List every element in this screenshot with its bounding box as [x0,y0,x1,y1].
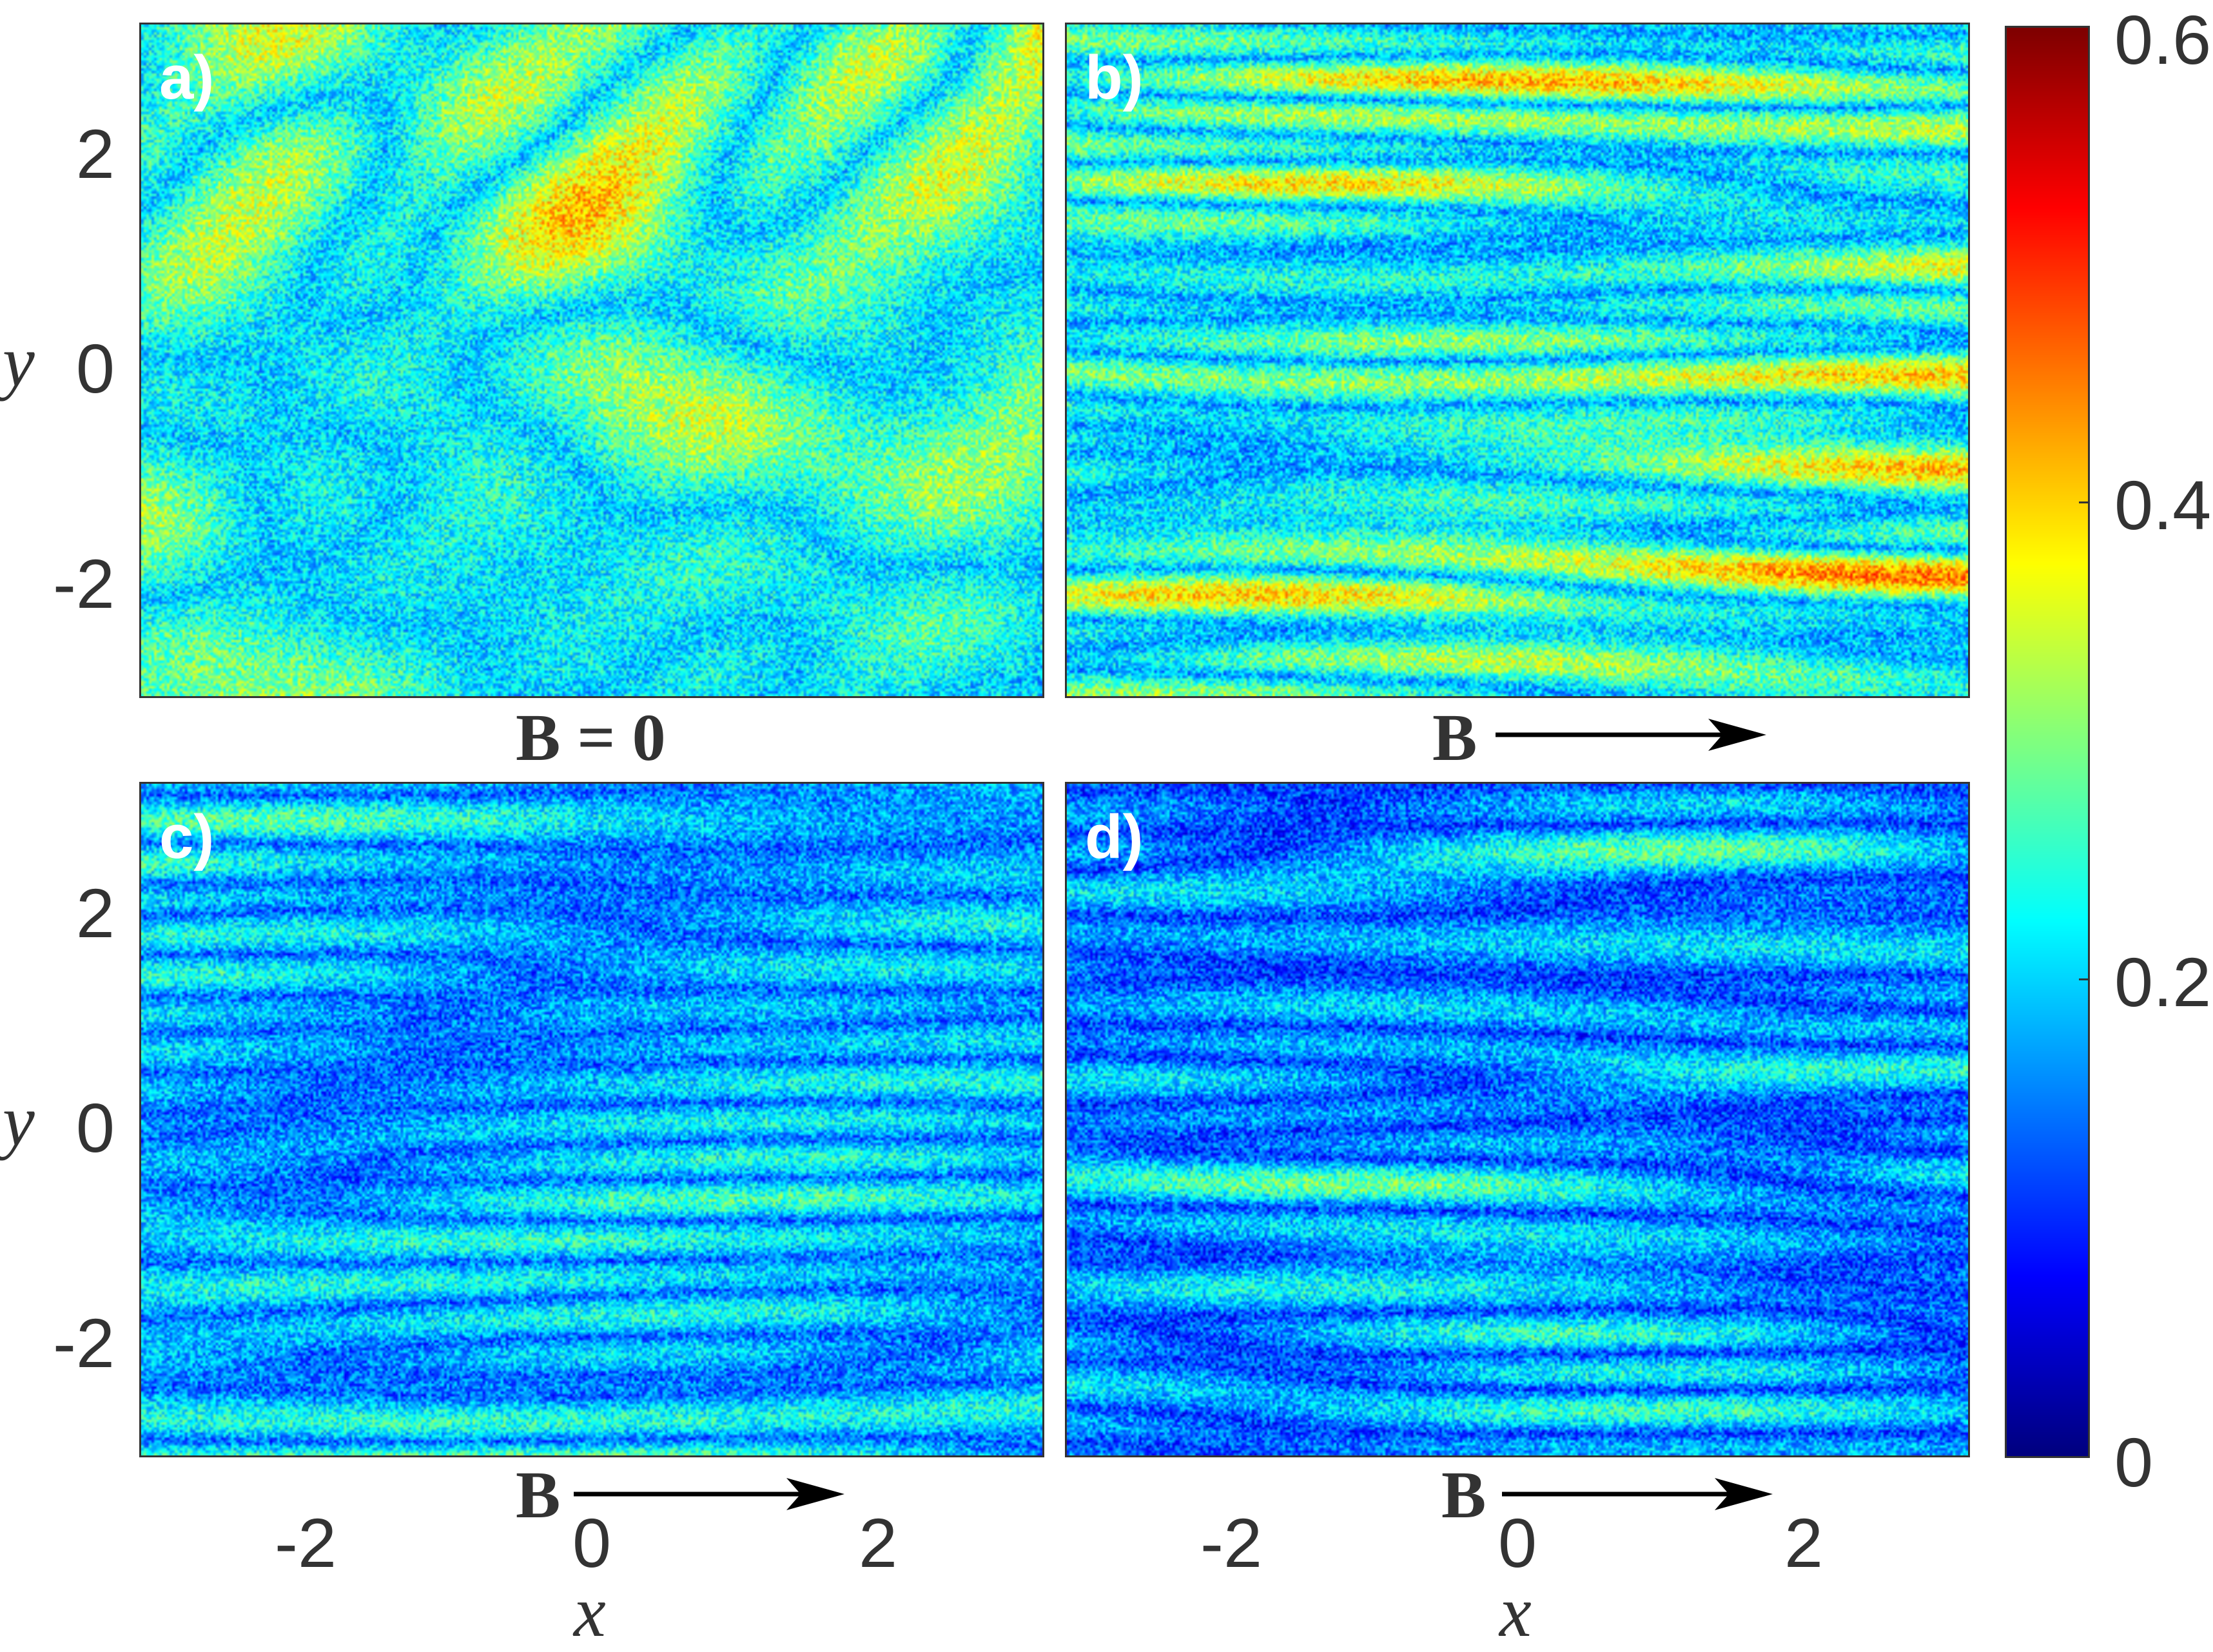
ytick-c-2: 2 [75,874,115,952]
xtick-d-m2: -2 [1200,1504,1263,1582]
field-label-d: B [1441,1458,1487,1532]
panel-label-b: b) [1085,43,1144,112]
colorbar-mark-0.4 [2079,501,2090,503]
ytick-a-m2: -2 [52,545,115,623]
field-arrow-d [1502,1478,1773,1510]
colorbar [2005,26,2090,1458]
colorbar-tick-0.2: 0.2 [2114,943,2212,1021]
xtick-c-2: 2 [858,1504,898,1582]
colorbar-mark-0.2 [2079,978,2090,980]
colorbar-tick-0.6: 0.6 [2114,1,2212,79]
heatmap-canvas-d [1067,784,1968,1455]
xtick-c-m2: -2 [274,1504,337,1582]
xlabel-c: x [574,1572,606,1652]
ytick-c-0: 0 [75,1089,115,1167]
ytick-c-m2: -2 [52,1304,115,1382]
field-label-a: B = 0 [516,701,666,775]
panel-label-a: a) [159,43,215,112]
heatmap-panel-b: b) [1065,23,1970,698]
heatmap-panel-a: a) [139,23,1044,698]
heatmap-panel-c: c) [139,782,1044,1457]
field-label-b: B [1432,701,1477,775]
heatmap-canvas-b [1067,24,1968,696]
ytick-a-0: 0 [75,329,115,407]
colorbar-tick-0.4: 0.4 [2114,466,2212,544]
ytick-a-2: 2 [75,115,115,193]
ylabel-c: y [3,1081,35,1161]
field-label-c: B [516,1458,561,1532]
xlabel-d: x [1499,1572,1532,1652]
field-arrow-c [574,1478,844,1510]
heatmap-canvas-a [141,24,1042,696]
ylabel-a: y [3,322,35,402]
colorbar-tick-0: 0 [2114,1423,2154,1501]
panel-label-d: d) [1085,802,1144,871]
heatmap-panel-d: d) [1065,782,1970,1457]
xtick-d-2: 2 [1784,1504,1824,1582]
panel-label-c: c) [159,802,215,871]
xtick-d-0: 0 [1497,1504,1537,1582]
xtick-c-0: 0 [572,1504,612,1582]
field-arrow-b [1496,719,1766,751]
heatmap-canvas-c [141,784,1042,1455]
